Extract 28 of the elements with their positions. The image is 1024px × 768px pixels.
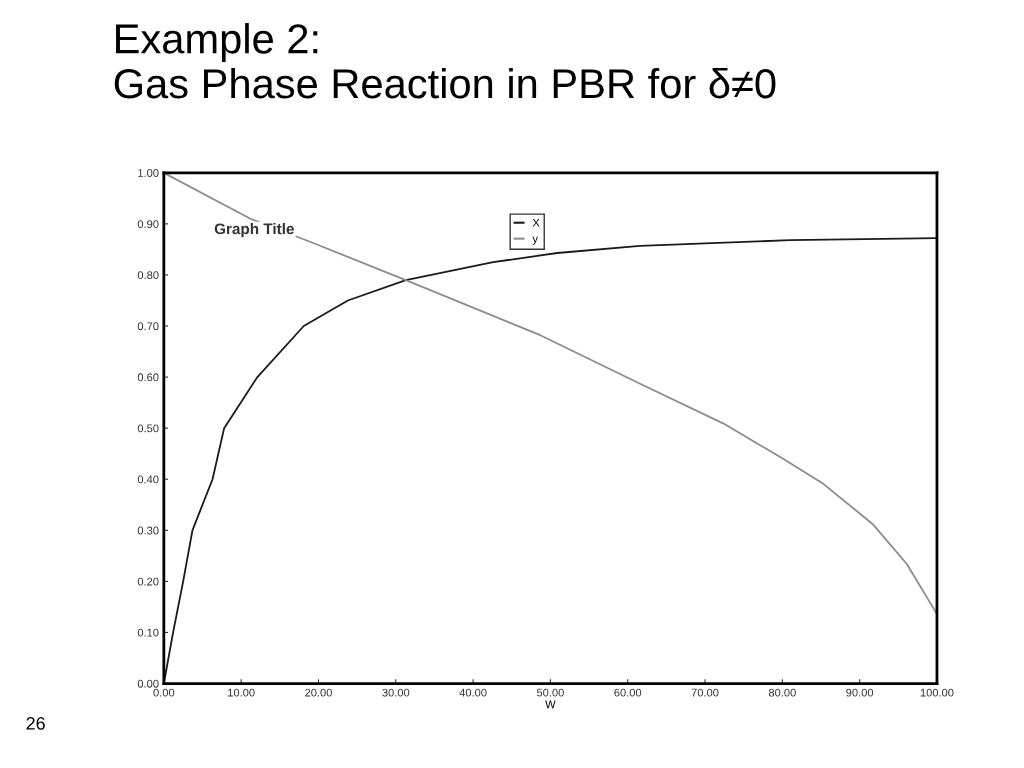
y-tick-label: 0.40 <box>137 475 159 484</box>
legend-label: X <box>532 218 540 227</box>
x-tick-label: 50.00 <box>536 688 564 697</box>
legend-label: y <box>532 236 538 245</box>
x-tick-label: 40.00 <box>459 688 487 697</box>
y-tick-label: 0.50 <box>137 424 159 433</box>
y-tick-label: 0.90 <box>137 220 159 229</box>
x-tick-label: 100.00 <box>920 688 954 697</box>
text: 26 <box>26 716 45 730</box>
y-tick-label: 0.00 <box>137 679 159 688</box>
x-tick-label: 10.00 <box>228 688 255 697</box>
x-tick-label: 20.00 <box>305 688 332 697</box>
annotation: Graph Title <box>214 223 294 238</box>
y-tick-label: 0.20 <box>137 577 159 586</box>
x-tick-label: 0.00 <box>153 688 175 697</box>
y-tick-label: 0.10 <box>137 628 159 637</box>
y-tick-label: 0.60 <box>137 373 159 382</box>
x-tick-label: 70.00 <box>691 688 719 697</box>
x-tick-label: 80.00 <box>768 688 796 697</box>
chart-title: Example 2: Gas Phase Reaction in PBR for δ≠0 <box>114 23 776 99</box>
y-tick-label: 0.70 <box>137 322 159 331</box>
y-tick-label: 1.00 <box>138 169 159 177</box>
x-axis-title: W <box>545 700 556 709</box>
y-tick-label: 0.80 <box>137 271 159 280</box>
y-tick-label: 0.30 <box>137 526 159 535</box>
x-tick-label: 30.00 <box>382 688 410 697</box>
x-tick-label: 90.00 <box>846 688 874 697</box>
x-tick-label: 60.00 <box>614 688 642 697</box>
